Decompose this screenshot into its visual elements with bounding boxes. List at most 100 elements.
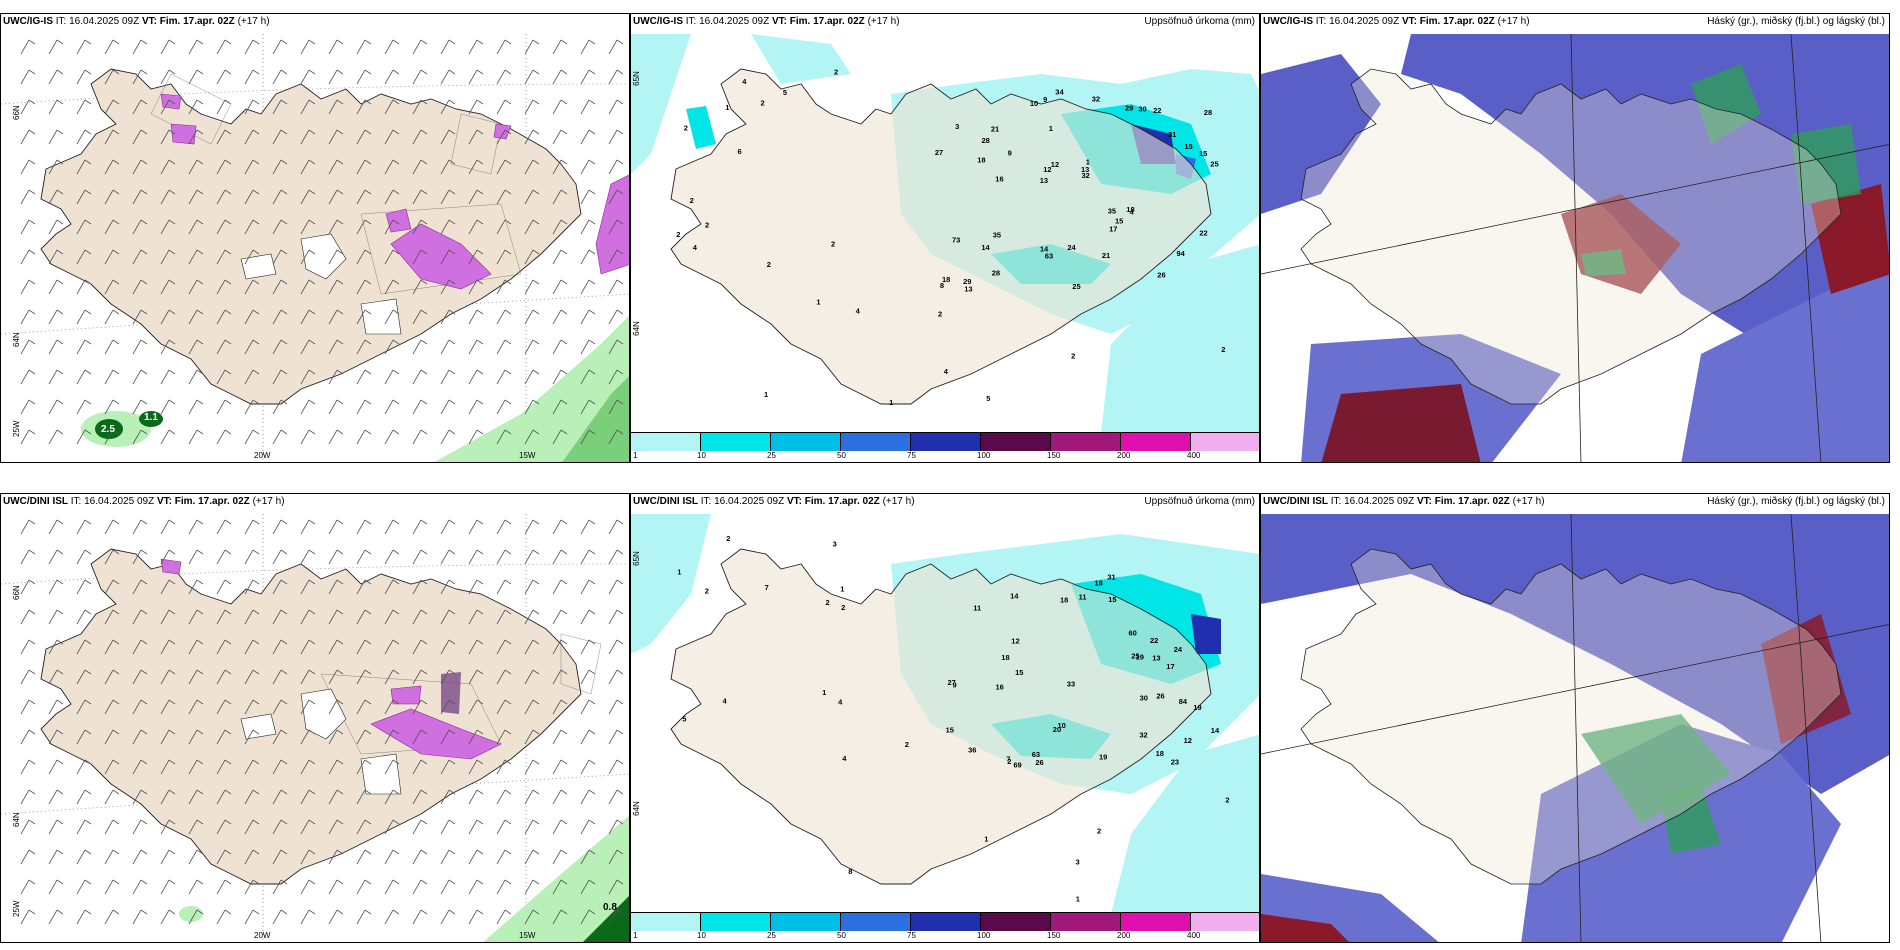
wind-barb-flag xyxy=(476,369,484,375)
colorbar-label: 400 xyxy=(1187,931,1201,940)
wind-barb xyxy=(216,759,226,775)
wind-barb-flag xyxy=(84,519,92,525)
precip-value: 28 xyxy=(1204,108,1212,117)
wind-barb-flag xyxy=(224,189,232,195)
wind-barb-flag xyxy=(336,639,344,645)
wind-barb-flag xyxy=(280,219,288,225)
precip-value: 35 xyxy=(1108,206,1116,215)
wind-barb-flag xyxy=(196,849,204,855)
wind-barb-flag xyxy=(616,549,624,555)
wind-barb xyxy=(188,879,198,895)
wind-barb xyxy=(440,339,450,355)
wind-barb xyxy=(524,609,534,625)
wind-barb-flag xyxy=(196,879,204,885)
precip-value: 10 xyxy=(1030,99,1038,108)
wind-barb-flag xyxy=(56,699,64,705)
wind-map: 66N 64N 25W xyxy=(1,514,629,942)
wind-barb-flag xyxy=(476,849,484,855)
wind-barb-flag xyxy=(476,729,484,735)
wind-barb-flag xyxy=(308,789,316,795)
colorbar: 1 10 25 50 75 100 150 200 400 xyxy=(631,432,1259,460)
wind-barb xyxy=(608,699,618,715)
wind-barb-flag xyxy=(336,429,344,435)
wind-barb xyxy=(468,369,478,385)
wind-barb xyxy=(48,369,58,385)
wind-barb-flag xyxy=(336,819,344,825)
wind-barb-flag xyxy=(364,399,372,405)
wind-barb xyxy=(132,699,142,715)
wind-barb xyxy=(384,129,394,145)
wind-barb-flag xyxy=(84,369,92,375)
wind-barb xyxy=(20,699,30,715)
precip-value: 94 xyxy=(1177,249,1186,258)
wind-barb-flag xyxy=(140,729,148,735)
wind-barb-flag xyxy=(560,429,568,435)
wind-barb xyxy=(384,639,394,655)
wind-barb-flag xyxy=(308,909,316,915)
precip-value: 17 xyxy=(1166,662,1174,671)
wind-barb xyxy=(244,549,254,565)
wind-barb-flag xyxy=(504,579,512,585)
wind-barb-flag xyxy=(420,909,428,915)
colorbar-label: 25 xyxy=(767,931,776,940)
wind-barb-flag xyxy=(252,219,260,225)
wind-barb xyxy=(104,519,114,535)
wind-barb xyxy=(496,729,506,745)
wind-barb xyxy=(524,909,534,925)
wind-barb-flag xyxy=(112,279,120,285)
wind-barb-flag xyxy=(196,99,204,105)
wind-barb xyxy=(524,849,534,865)
precip-value: 34 xyxy=(1055,87,1064,96)
wind-barb xyxy=(244,39,254,55)
wind-barb-flag xyxy=(168,159,176,165)
wind-barb-flag xyxy=(364,639,372,645)
wind-barb xyxy=(300,159,310,175)
wind-barb-flag xyxy=(252,309,260,315)
wind-barb xyxy=(76,279,86,295)
wind-barb xyxy=(468,879,478,895)
wind-barb-flag xyxy=(588,279,596,285)
wind-barb-flag xyxy=(224,369,232,375)
wind-barb xyxy=(440,249,450,265)
wind-barb-flag xyxy=(140,309,148,315)
wind-barb-flag xyxy=(420,879,428,885)
wind-barb xyxy=(160,759,170,775)
wind-barb-flag xyxy=(140,99,148,105)
wind-barb xyxy=(244,99,254,115)
wind-barb-flag xyxy=(224,69,232,75)
wind-barb-flag xyxy=(364,789,372,795)
wind-barb xyxy=(552,729,562,745)
wind-barb-flag xyxy=(392,699,400,705)
wind-barb xyxy=(48,609,58,625)
wind-barb xyxy=(608,909,618,925)
wind-barb xyxy=(412,369,422,385)
wind-barb xyxy=(188,339,198,355)
wind-barb-flag xyxy=(196,279,204,285)
precip-value: 73 xyxy=(952,236,960,245)
wind-barb-flag xyxy=(196,819,204,825)
wind-barb xyxy=(48,789,58,805)
wind-barb-flag xyxy=(280,399,288,405)
wind-barb xyxy=(48,429,58,445)
wind-barb xyxy=(104,39,114,55)
wind-barb-flag xyxy=(560,759,568,765)
wind-barb xyxy=(76,399,86,415)
it-value: 16.04.2025 09Z xyxy=(699,16,770,27)
precip-value: 1 xyxy=(984,835,988,844)
wind-barb-flag xyxy=(364,69,372,75)
wind-barb xyxy=(272,669,282,685)
wind-barb-flag xyxy=(252,279,260,285)
wind-barb xyxy=(552,789,562,805)
wind-barb xyxy=(384,849,394,865)
wind-barb xyxy=(188,399,198,415)
wind-barb xyxy=(356,429,366,445)
wind-barb-flag xyxy=(112,219,120,225)
lead-time: (+17 h) xyxy=(867,16,900,27)
wind-barb xyxy=(552,609,562,625)
wind-barb-flag xyxy=(84,429,92,435)
wind-barb xyxy=(216,729,226,745)
wind-barb-flag xyxy=(112,519,120,525)
colorbar-label: 400 xyxy=(1187,451,1201,460)
wind-barb xyxy=(300,609,310,625)
precip-value: 5 xyxy=(682,715,686,724)
